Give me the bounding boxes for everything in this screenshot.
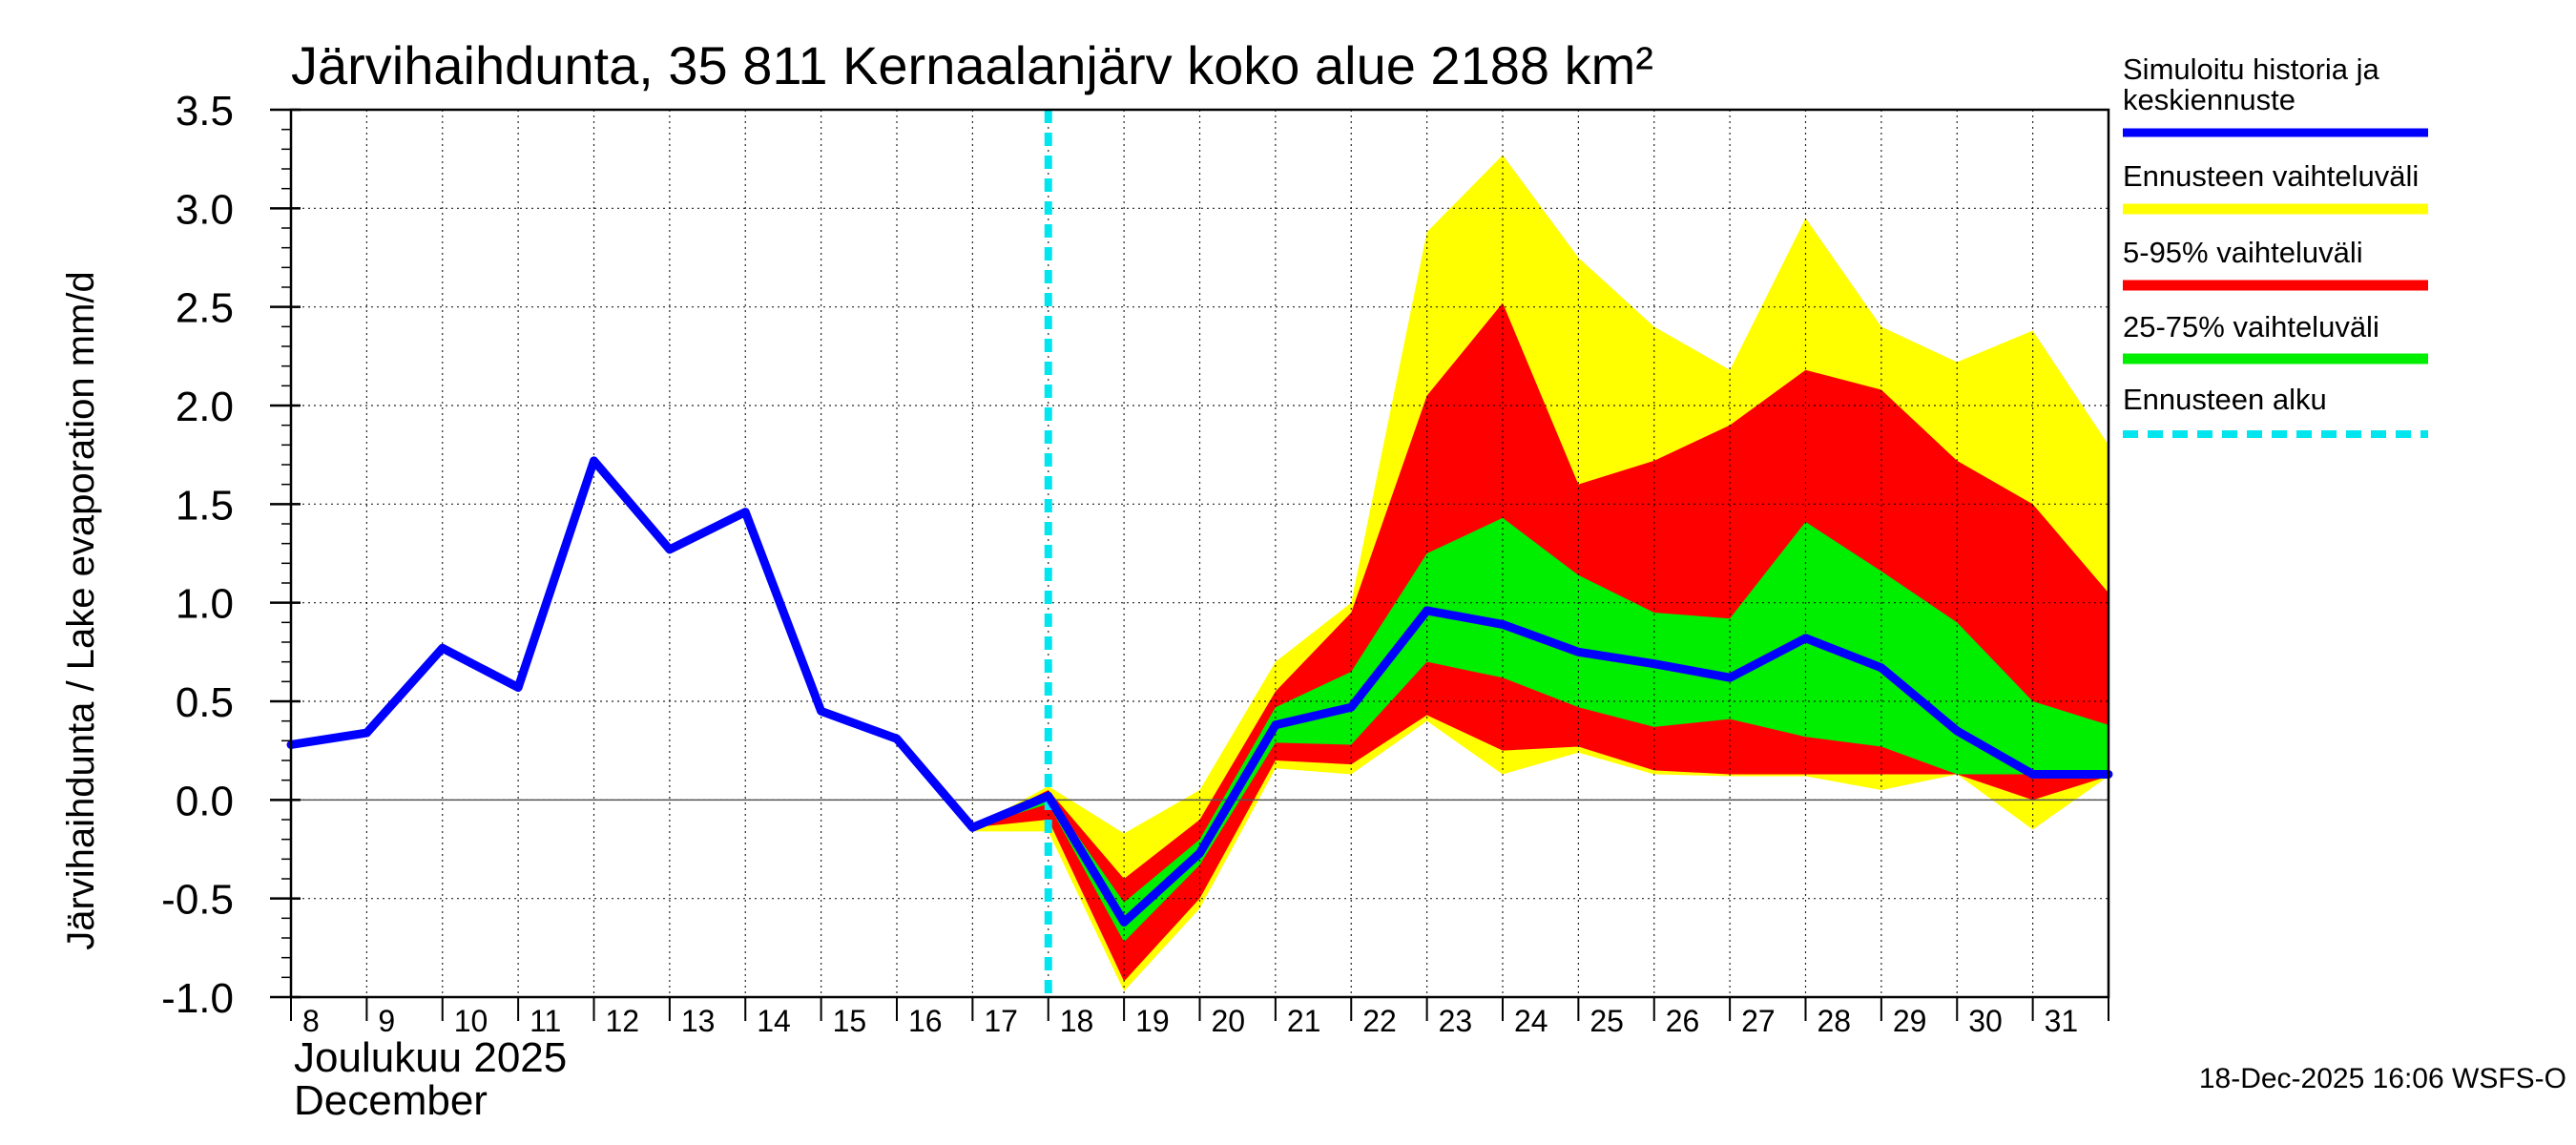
chart-title: Järvihaihdunta, 35 811 Kernaalanjärv kok… (291, 35, 1653, 95)
x-tick-label: 20 (1212, 1004, 1246, 1038)
y-axis: -1.0 -0.5 0.0 0.5 1.0 1.5 2.0 2.5 3.0 3.5 (161, 88, 301, 1022)
x-tick-label: 13 (681, 1004, 716, 1038)
band-2 (972, 517, 2109, 943)
x-tick-label: 14 (757, 1004, 791, 1038)
x-tick-label: 21 (1287, 1004, 1321, 1038)
y-tick-label: 3.5 (176, 88, 234, 135)
y-tick-label: -1.0 (161, 975, 234, 1022)
x-tick-label: 15 (833, 1004, 867, 1038)
x-tick-label: 12 (606, 1004, 640, 1038)
y-axis-label: Järvihaihdunta / Lake evaporation mm/d (60, 271, 102, 950)
y-tick-label: -0.5 (161, 877, 234, 924)
y-tick-label: 0.5 (176, 679, 234, 726)
x-tick-label: 19 (1135, 1004, 1170, 1038)
y-tick-label: 3.0 (176, 186, 234, 233)
x-tick-label: 18 (1060, 1004, 1094, 1038)
legend-label-history-2: keskiennuste (2123, 83, 2296, 116)
x-tick-label: 8 (302, 1004, 320, 1038)
y-tick-label: 0.0 (176, 778, 234, 824)
x-tick-label: 27 (1741, 1004, 1776, 1038)
y-tick-label: 1.5 (176, 482, 234, 529)
y-tick-label: 2.0 (176, 384, 234, 430)
x-tick-label: 16 (908, 1004, 943, 1038)
plot-area (286, 108, 2113, 999)
legend-label-25-75: 25-75% vaihteluväli (2123, 310, 2379, 344)
x-tick-label: 11 (530, 1004, 561, 1038)
footer-timestamp: 18-Dec-2025 16:06 WSFS-O (2199, 1063, 2566, 1094)
x-tick-label: 29 (1893, 1004, 1927, 1038)
y-tick-label: 1.0 (176, 581, 234, 628)
legend-label-range: Ennusteen vaihteluväli (2123, 159, 2419, 193)
history-series-line (286, 456, 2113, 926)
x-tick-label: 24 (1514, 1004, 1548, 1038)
x-tick-label: 30 (1968, 1004, 2003, 1038)
x-tick-label: 28 (1818, 1004, 1852, 1038)
y-tick-label: 2.5 (176, 285, 234, 332)
x-tick-label: 26 (1666, 1004, 1700, 1038)
x-tick-label: 10 (454, 1004, 488, 1038)
legend-label-5-95: 5-95% vaihteluväli (2123, 236, 2363, 269)
x-tick-label: 9 (378, 1004, 395, 1038)
x-tick-label: 25 (1589, 1004, 1624, 1038)
x-axis: 8 9 10 11 12 13 14 15 16 17 18 19 20 21 22 23 24 25 26 27 28… (290, 997, 2109, 1038)
legend-label-forecast-start: Ennusteen alku (2123, 383, 2327, 416)
x-tick-label: 17 (984, 1004, 1018, 1038)
x-axis-label-month: Joulukuu 2025 (294, 1034, 567, 1081)
x-tick-label: 23 (1439, 1004, 1473, 1038)
x-axis-label-month-en: December (294, 1077, 488, 1124)
x-tick-label: 31 (2045, 1004, 2079, 1038)
x-tick-label: 22 (1362, 1004, 1397, 1038)
legend-label-history: Simuloitu historia ja (2123, 52, 2380, 86)
